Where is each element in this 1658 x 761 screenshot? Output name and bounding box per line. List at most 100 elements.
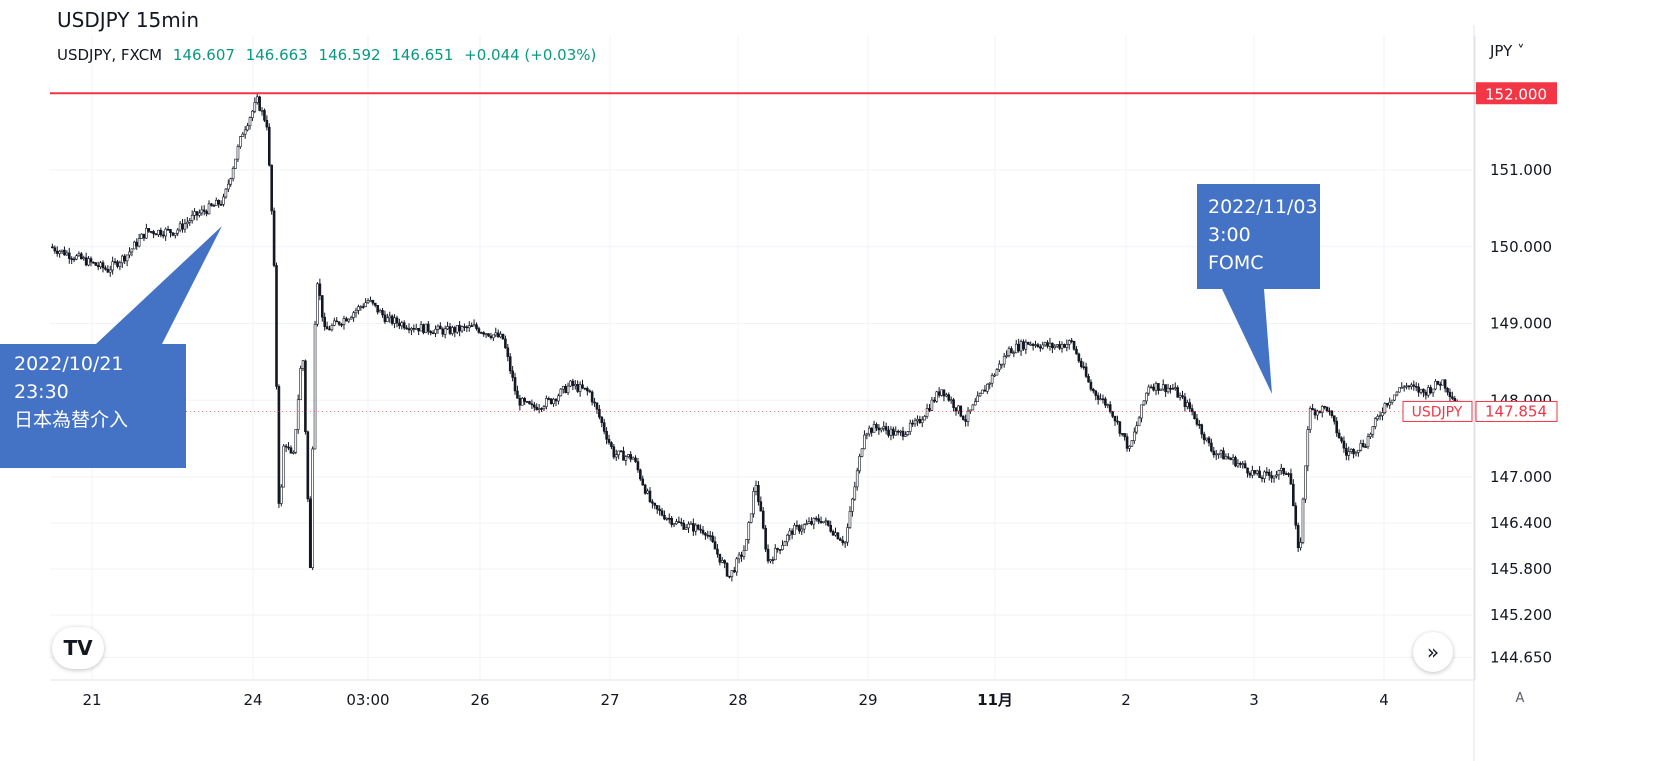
candle	[94, 262, 98, 266]
candle	[1234, 455, 1237, 468]
high-value: 146.663	[245, 46, 308, 64]
callout-line: 2022/11/03	[1208, 196, 1318, 218]
candle	[1352, 448, 1355, 459]
candle	[798, 524, 801, 534]
candle	[1005, 350, 1008, 359]
candle	[1429, 384, 1432, 395]
candle	[441, 327, 445, 337]
candle	[658, 505, 661, 516]
callouts	[0, 184, 1320, 468]
candle	[525, 400, 529, 403]
candle	[689, 521, 693, 525]
candle	[1390, 399, 1394, 405]
candle	[1224, 453, 1228, 460]
candle	[622, 446, 625, 461]
auto-scale-button[interactable]: A	[1515, 690, 1525, 706]
candle	[1417, 383, 1420, 397]
candle	[318, 278, 322, 301]
callout-box-intervention[interactable]	[0, 226, 222, 468]
candle	[70, 256, 73, 265]
candle	[101, 260, 105, 273]
candle	[1369, 432, 1372, 439]
candle	[118, 260, 122, 271]
candle	[373, 302, 377, 308]
time-tick-label: 28	[728, 691, 747, 709]
candle	[316, 282, 319, 327]
candle	[892, 426, 895, 439]
candle	[771, 556, 775, 565]
candle	[557, 393, 560, 405]
currency-selector[interactable]: JPY ˅	[1490, 42, 1525, 60]
candle	[506, 343, 510, 362]
candle	[282, 443, 286, 488]
candle	[1402, 385, 1406, 392]
candle	[937, 387, 941, 398]
candle	[841, 535, 845, 546]
candle	[1304, 465, 1307, 503]
candle	[400, 320, 404, 330]
candle	[1152, 383, 1155, 392]
change-value: +0.044 (+0.03%)	[464, 46, 597, 64]
scroll-to-realtime-button[interactable]: »	[1413, 632, 1453, 672]
callout-box-fomc[interactable]	[1197, 184, 1320, 394]
callout-text-fomc: 2022/11/03 3:00 FOMC	[1208, 193, 1318, 277]
candle	[942, 389, 946, 402]
candle	[113, 258, 117, 265]
price-tick-label: 147.000	[1490, 468, 1552, 486]
candle	[407, 323, 411, 334]
candle	[371, 299, 375, 306]
candle	[800, 524, 804, 535]
candle	[460, 325, 464, 333]
candle	[405, 325, 408, 330]
candle	[431, 330, 435, 335]
candle	[853, 481, 857, 501]
candle	[1446, 387, 1449, 396]
candle	[439, 322, 442, 330]
candle	[1313, 408, 1317, 419]
candle	[1383, 402, 1387, 415]
candle	[63, 246, 66, 256]
candle	[1198, 420, 1201, 429]
candle	[352, 311, 355, 322]
candle	[940, 389, 943, 397]
candle	[1270, 470, 1273, 483]
candle	[1077, 352, 1081, 363]
candle	[935, 390, 939, 403]
candle	[1176, 385, 1179, 398]
symbol-tag	[1402, 400, 1473, 422]
candle	[414, 323, 418, 330]
candle	[284, 444, 288, 452]
candle	[1065, 339, 1069, 352]
candle	[899, 430, 902, 436]
candle	[1202, 431, 1206, 445]
candle	[1145, 392, 1148, 405]
candle	[501, 333, 505, 340]
time-tick-label: 03:00	[346, 691, 389, 709]
candle	[1024, 339, 1028, 354]
time-axis: 21 24 03:00 26 27 28 29 11月 2 3 4	[82, 691, 1388, 709]
candle	[492, 334, 495, 342]
candle	[301, 359, 305, 372]
candle	[340, 322, 343, 328]
candle	[839, 537, 842, 541]
candle	[1161, 379, 1165, 391]
tradingview-logo-icon[interactable]: TV	[52, 627, 104, 669]
candle	[267, 123, 271, 167]
candle	[786, 533, 789, 547]
candle	[1340, 436, 1343, 444]
candle	[260, 107, 264, 116]
candle	[802, 523, 806, 534]
candle	[1323, 405, 1326, 410]
candle	[239, 136, 242, 149]
candle	[528, 400, 531, 405]
candle	[183, 218, 187, 233]
last-price-symbol: USDJPY	[1412, 404, 1463, 420]
price-tick-label: 149.000	[1490, 315, 1552, 333]
candle	[1026, 341, 1030, 345]
candle	[270, 164, 273, 215]
candle	[605, 427, 608, 445]
candle	[851, 497, 854, 517]
candle	[111, 256, 114, 275]
candle	[761, 507, 765, 530]
